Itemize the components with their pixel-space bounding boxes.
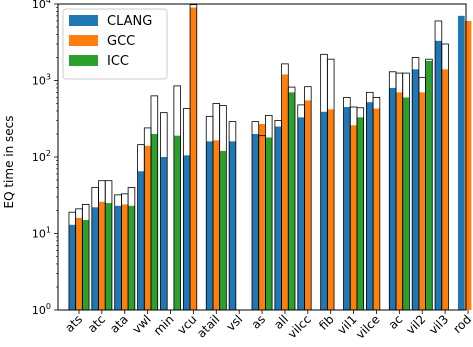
bar-clang-vwl [137,171,145,310]
y-tick-label: 100 [32,302,51,317]
x-tick-label-vilcc: vilcc [285,312,314,341]
bar-icc-as [265,137,273,310]
bar-clang-vcu [183,155,191,310]
bar-clang-ata [114,205,122,310]
bar-gcc-ac [396,92,403,310]
bar-gcc-all [281,74,289,311]
bar-clang-atc [91,207,99,310]
bar-clang-vsl [229,141,236,310]
x-tick-label-ata: ata [107,312,131,336]
bar-gcc-vilce [373,108,380,310]
x-tick-label-vilce: vilce [353,312,383,342]
bar-icc-atail [219,150,227,310]
x-tick-label-ac: ac [386,312,406,332]
bar-gcc-atc [98,201,106,310]
bar-icc-vil2 [425,60,433,311]
x-tick-label-as: as [249,312,269,332]
legend-swatch-gcc [69,35,98,46]
bar-icc-vwl [150,133,158,310]
y-tick-label: 103 [32,73,51,88]
bar-icc-ats [82,220,90,310]
bar-gcc-as [258,124,266,310]
x-tick-label-atail: atail [194,312,222,340]
bar-gcc-vilcc [304,100,312,311]
bar-gcc-vcu [190,7,197,310]
bar-clang-vil1 [343,107,351,311]
bar-icc-all [288,92,295,310]
x-tick-label-vwl: vwl [130,312,154,336]
bar-icc-vil1 [356,117,364,311]
x-tick-label-min: min [151,312,177,338]
bar-clang-vilce [366,102,374,311]
bar-clang-atail [206,141,213,310]
bar-clang-vilcc [297,117,305,311]
x-tick-label-fib: fib [316,312,337,333]
bar-gcc-vwl [144,145,151,310]
legend-label-icc: ICC [107,54,129,69]
bar-gcc-atail [212,140,220,310]
x-tick-label-vil3: vil3 [426,312,451,337]
y-axis-ticks: 100 101 102 103 104 [32,0,58,317]
legend-label-clang: CLANG [107,14,152,29]
bar-icc-min [173,135,181,310]
x-tick-label-vsl: vsl [224,312,246,334]
y-tick-label: 104 [32,0,51,11]
bar-gcc-ata [121,204,129,310]
bar-gcc-vil2 [418,92,426,310]
x-tick-label-rod: rod [450,312,473,336]
bar-gcc-fib [327,109,335,310]
legend-label-gcc: GCC [107,34,135,49]
bars [68,7,472,311]
bar-gcc-ats [75,217,83,310]
bar-icc-ac [402,97,410,310]
bar-clang-rod [457,15,465,310]
bar-clang-fib [320,111,328,310]
y-axis-title-group: EQ time in secs [2,115,16,208]
bar-clang-ats [68,224,76,310]
y-tick-label: 101 [32,226,51,241]
y-axis-title: EQ time in secs [2,115,16,208]
bar-clang-vil2 [412,69,419,311]
x-tick-label-atc: atc [85,312,108,335]
legend-swatch-icc [69,55,98,66]
x-tick-label-vil2: vil2 [403,312,428,337]
bar-clang-vil3 [435,40,442,311]
bar-clang-all [274,126,282,310]
bar-gcc-rod [464,20,472,310]
y-tick-label: 102 [32,149,51,164]
bar-gcc-vil3 [441,69,449,311]
bar-icc-ata [128,205,135,310]
legend-swatch-clang [69,15,98,26]
bar-icc-atc [105,203,112,310]
bar-clang-ac [389,87,397,311]
bar-gcc-vil1 [350,125,357,310]
bar-clang-as [252,133,259,310]
bar-clang-min [160,157,168,310]
x-tick-label-ats: ats [62,312,85,335]
legend: CLANG GCC ICC [62,8,168,80]
